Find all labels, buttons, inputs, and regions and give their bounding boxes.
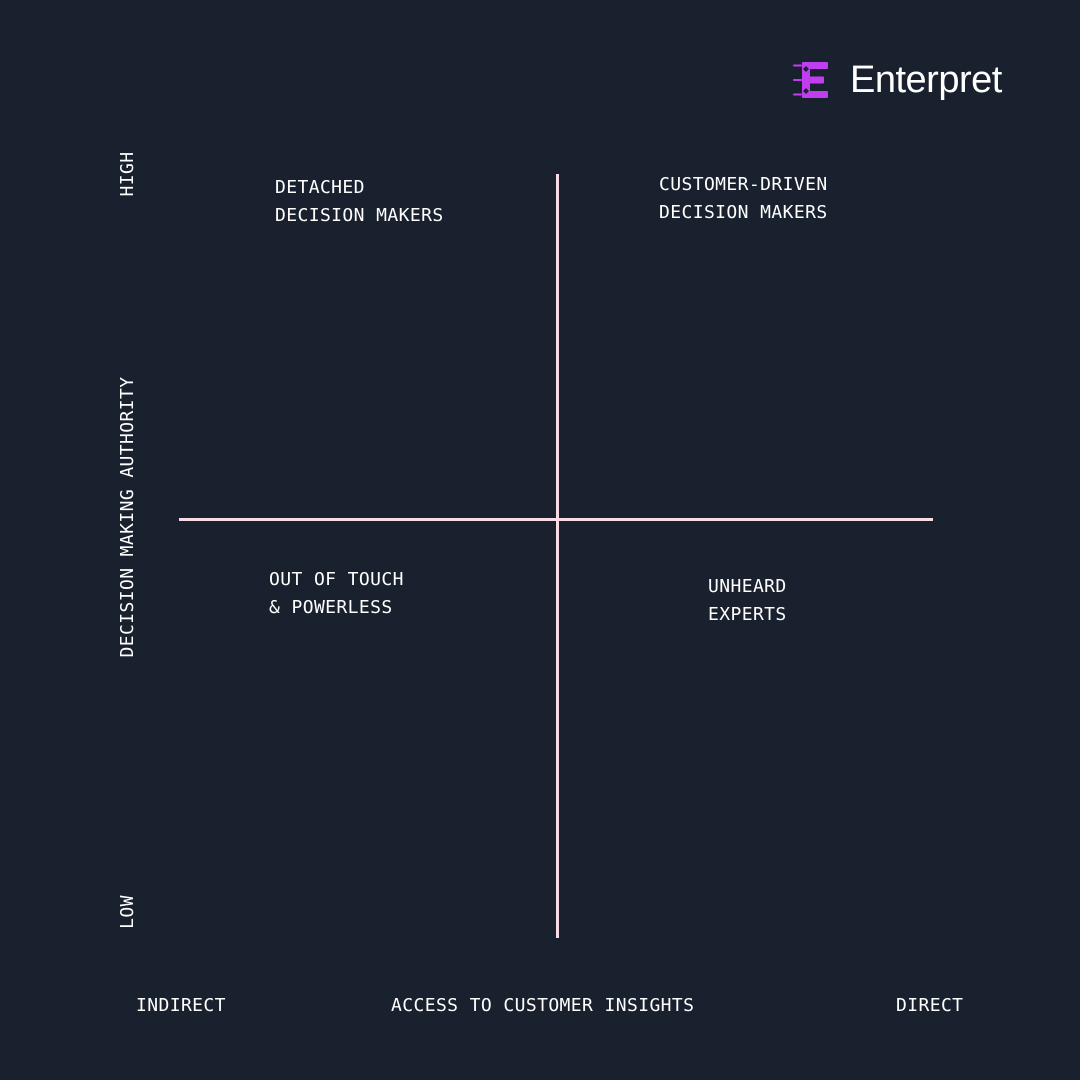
y-axis-low-label: LOW — [117, 895, 138, 929]
brand-logo: Enterpret — [790, 58, 1002, 102]
x-axis-low-label: INDIRECT — [136, 995, 226, 1016]
quadrant-bottom-right-label: UNHEARD EXPERTS — [708, 573, 787, 629]
quadrant-label-line: DETACHED — [275, 177, 365, 198]
quadrant-label-line: DECISION MAKERS — [659, 202, 828, 223]
quadrant-top-right-label: CUSTOMER-DRIVEN DECISION MAKERS — [659, 171, 828, 227]
x-axis-title: ACCESS TO CUSTOMER INSIGHTS — [391, 995, 695, 1016]
quadrant-top-left-label: DETACHED DECISION MAKERS — [275, 174, 444, 230]
y-axis-high-label: HIGH — [117, 151, 138, 197]
quadrant-bottom-left-label: OUT OF TOUCH & POWERLESS — [269, 566, 404, 622]
quadrant-label-line: EXPERTS — [708, 604, 787, 625]
quadrant-label-line: CUSTOMER-DRIVEN — [659, 174, 828, 195]
vertical-axis-line — [556, 174, 559, 938]
y-axis-title: DECISION MAKING AUTHORITY — [117, 376, 138, 658]
horizontal-axis-line — [179, 518, 933, 521]
x-axis-high-label: DIRECT — [896, 995, 964, 1016]
quadrant-label-line: OUT OF TOUCH — [269, 569, 404, 590]
enterpret-e-icon — [793, 62, 828, 98]
quadrant-label-line: DECISION MAKERS — [275, 205, 444, 226]
quadrant-label-line: UNHEARD — [708, 576, 787, 597]
brand-name: Enterpret — [850, 59, 1002, 101]
quadrant-label-line: & POWERLESS — [269, 597, 393, 618]
